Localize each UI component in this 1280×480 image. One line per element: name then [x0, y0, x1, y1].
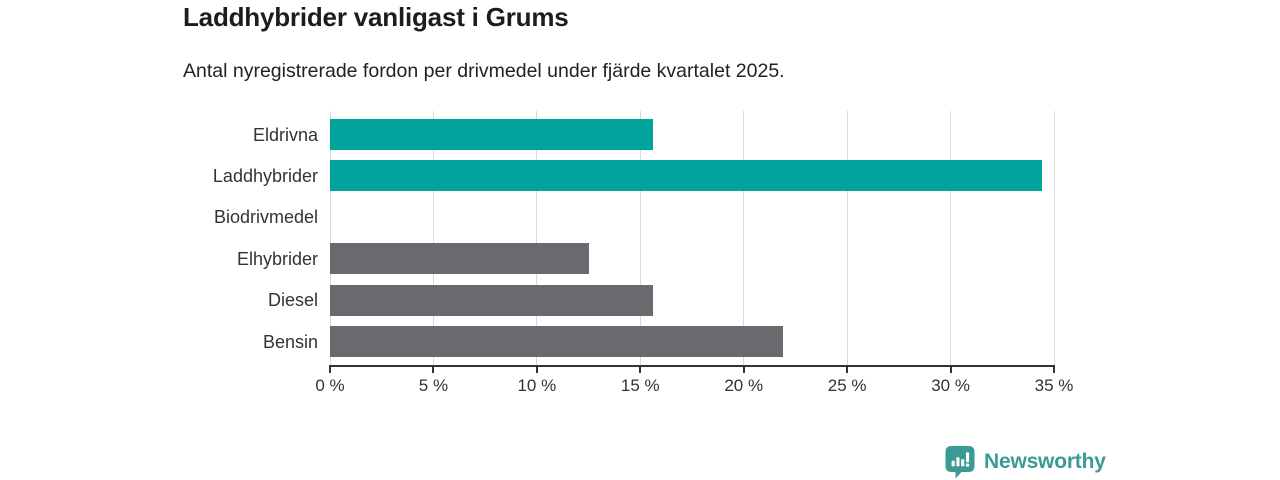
- x-axis-tick: [329, 365, 331, 373]
- x-axis-tick-label: 15 %: [620, 376, 660, 395]
- x-axis-tick: [846, 365, 849, 373]
- bar-diesel: [330, 284, 653, 316]
- gridline: [846, 111, 848, 365]
- gridline: [743, 111, 745, 365]
- x-axis-tick: [432, 365, 435, 373]
- x-axis-line: [329, 365, 1055, 367]
- x-axis-tick: [949, 365, 952, 373]
- x-axis-tick-label: 0 %: [315, 376, 345, 395]
- brand-name: Newsworthy: [984, 450, 1106, 473]
- gridline: [950, 111, 952, 365]
- x-axis-tick-label: 10 %: [517, 376, 557, 395]
- x-axis-tick-label: 25 %: [827, 376, 867, 395]
- x-axis-tick-label: 30 %: [931, 376, 970, 395]
- brand-footer: Newsworthy: [944, 445, 1106, 479]
- newsworthy-logo-icon: [945, 446, 975, 479]
- chart-subtitle: Antal nyregistrerade fordon per drivmede…: [183, 60, 785, 82]
- category-label: Elhybrider: [236, 248, 318, 269]
- category-label: Biodrivmedel: [213, 207, 318, 228]
- bar-elhybrider: [330, 243, 589, 275]
- x-axis-tick: [535, 365, 538, 373]
- bar-laddhybrider: [330, 160, 1042, 192]
- category-label: Bensin: [262, 331, 318, 352]
- chart-title: Laddhybrider vanligast i Grums: [183, 2, 569, 32]
- bar-eldrivna: [330, 119, 653, 150]
- category-label: Diesel: [267, 290, 318, 311]
- x-axis-tick: [742, 365, 745, 373]
- category-label: Laddhybrider: [212, 165, 318, 186]
- x-axis-tick: [639, 365, 642, 373]
- gridline: [536, 111, 538, 365]
- x-axis-tick: [1053, 365, 1055, 373]
- x-axis-tick-label: 20 %: [724, 376, 764, 395]
- category-label: Eldrivna: [252, 124, 318, 145]
- gridline: [329, 111, 331, 365]
- gridline: [639, 111, 641, 365]
- gridline: [1053, 111, 1055, 365]
- x-axis-tick-label: 5 %: [418, 376, 449, 395]
- x-axis-tick-label: 35 %: [1034, 376, 1074, 395]
- bar-bensin: [330, 326, 784, 357]
- gridline: [432, 111, 434, 365]
